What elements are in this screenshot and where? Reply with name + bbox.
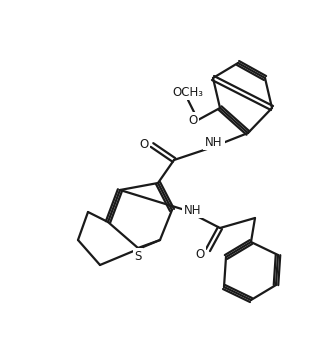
Text: S: S [134, 250, 142, 262]
Text: NH: NH [205, 136, 223, 149]
Text: OCH₃: OCH₃ [173, 85, 203, 99]
Text: NH: NH [184, 204, 202, 217]
Text: O: O [188, 114, 197, 126]
Text: O: O [195, 248, 205, 260]
Text: O: O [139, 138, 149, 152]
